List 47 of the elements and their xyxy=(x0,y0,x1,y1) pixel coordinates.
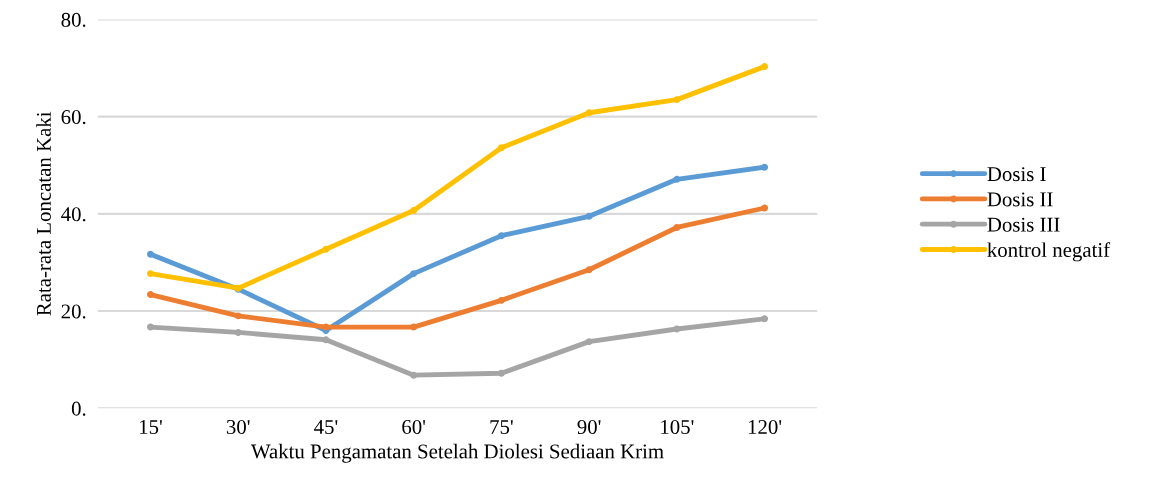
legend-label: Dosis II xyxy=(987,192,1053,207)
x-tick-label: 60' xyxy=(402,419,426,435)
point xyxy=(410,371,418,379)
y-tick-label: 0. xyxy=(71,401,86,416)
x-tick-label: 105' xyxy=(661,419,694,435)
legend-label: kontrol negatif xyxy=(987,242,1111,262)
point xyxy=(146,250,154,258)
point xyxy=(497,144,505,152)
point xyxy=(322,245,330,253)
x-tick-label: 45' xyxy=(314,420,338,435)
point xyxy=(497,232,505,240)
point xyxy=(234,312,242,320)
point xyxy=(410,323,418,331)
point xyxy=(585,109,593,117)
legend-label: Dosis I xyxy=(987,167,1046,182)
x-axis-title: Waktu Pengamatan Setelah Diolesi Sediaan Krim xyxy=(250,443,664,463)
point xyxy=(497,296,505,304)
point xyxy=(585,212,593,220)
x-tick-label: 120' xyxy=(748,419,782,435)
x-tick-label: 15' xyxy=(140,420,162,435)
point xyxy=(673,175,681,183)
point xyxy=(410,206,418,214)
point xyxy=(234,328,242,336)
point xyxy=(146,270,154,278)
y-axis-title: Rata-rata Loncatan Kaki xyxy=(36,111,51,316)
point xyxy=(410,270,418,278)
point xyxy=(146,323,154,331)
point xyxy=(146,291,154,298)
x-tick-label: 75' xyxy=(490,420,513,435)
point xyxy=(761,63,769,71)
point xyxy=(761,315,769,323)
point xyxy=(673,325,681,333)
point xyxy=(761,163,769,171)
point xyxy=(761,204,769,212)
point xyxy=(673,223,681,231)
legend-label: Dosis III xyxy=(987,217,1060,232)
y-tick-label: 40. xyxy=(61,207,86,222)
point xyxy=(322,336,330,344)
point xyxy=(322,323,330,331)
point xyxy=(585,266,593,274)
y-tick-label: 60. xyxy=(61,110,86,125)
x-tick-label: 90' xyxy=(577,419,601,435)
point xyxy=(673,96,681,104)
y-tick-label: 80. xyxy=(61,12,86,27)
x-tick-label: 30' xyxy=(226,419,250,435)
y-tick-label: 20. xyxy=(61,304,86,319)
point xyxy=(585,338,593,346)
